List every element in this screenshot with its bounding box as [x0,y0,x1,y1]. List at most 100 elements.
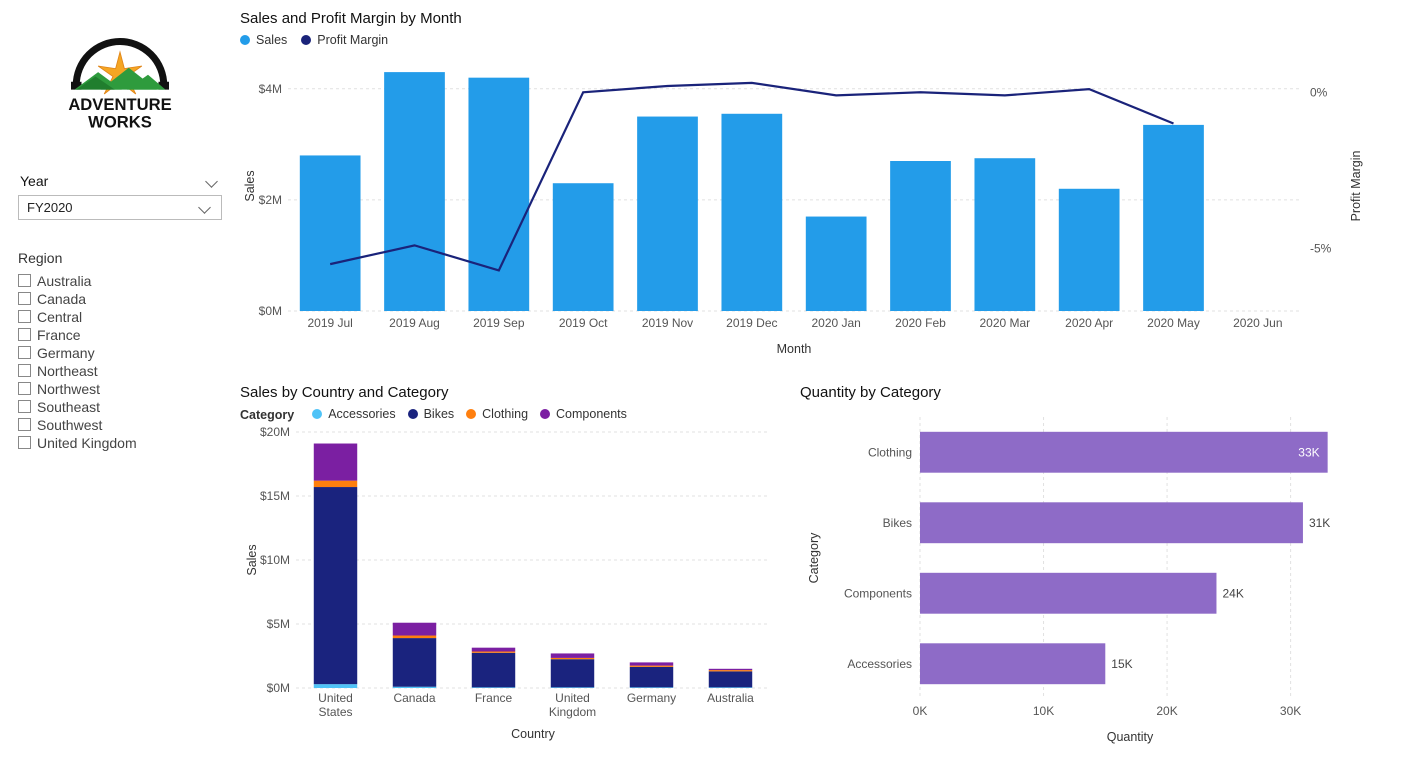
checkbox-icon [18,436,31,449]
svg-text:0%: 0% [1310,85,1328,99]
bar-segment[interactable] [709,670,752,671]
bar[interactable] [974,158,1035,311]
bar-segment[interactable] [393,638,436,687]
svg-text:$0M: $0M [267,681,290,695]
region-option[interactable]: Australia [18,272,222,290]
svg-text:Country: Country [511,727,556,741]
bar[interactable] [920,502,1303,543]
year-select[interactable]: FY2020 [18,195,222,220]
brand-line2: WORKS [88,112,152,131]
region-option-label: Southwest [37,417,102,433]
bar[interactable] [300,155,361,311]
svg-text:33K: 33K [1298,445,1319,459]
legend-profit-margin[interactable]: Profit Margin [317,33,388,47]
bar-segment[interactable] [551,659,594,687]
bar[interactable] [553,183,614,311]
chart-svg: $0M$5M$10M$15M$20MUnitedStatesCanadaFran… [240,426,780,746]
bar-segment[interactable] [393,636,436,639]
svg-text:States: States [318,705,352,719]
bar[interactable] [1143,125,1204,311]
bar-segment[interactable] [314,444,357,481]
bar[interactable] [637,117,698,311]
brand-line1: ADVENTURE [68,95,171,114]
bar[interactable] [920,643,1105,684]
bar-segment[interactable] [709,669,752,670]
bar[interactable] [806,217,867,311]
region-option[interactable]: United Kingdom [18,434,222,452]
svg-text:Clothing: Clothing [868,445,912,459]
legend-item[interactable]: Components [556,407,627,421]
svg-text:2020 May: 2020 May [1147,316,1200,330]
bar-segment[interactable] [472,687,515,688]
bar-segment[interactable] [314,487,357,684]
region-option[interactable]: Central [18,308,222,326]
region-option[interactable]: Southeast [18,398,222,416]
checkbox-icon [18,400,31,413]
svg-text:Accessories: Accessories [847,657,912,671]
svg-text:2020 Apr: 2020 Apr [1065,316,1113,330]
region-option[interactable]: Northwest [18,380,222,398]
chart-title: Sales by Country and Category [240,384,780,401]
bar-segment[interactable] [551,653,594,657]
bar-segment[interactable] [472,653,515,688]
bar-segment[interactable] [551,687,594,688]
svg-text:$20M: $20M [260,426,290,439]
chart-title: Sales and Profit Margin by Month [240,10,1384,27]
region-option[interactable]: Southwest [18,416,222,434]
region-option[interactable]: France [18,326,222,344]
bar[interactable] [384,72,445,311]
bar-segment[interactable] [314,684,357,688]
chart-sales-country-category: Sales by Country and Category Category A… [240,384,780,752]
bar-segment[interactable] [314,481,357,487]
svg-text:24K: 24K [1222,586,1243,600]
bar-segment[interactable] [393,687,436,688]
legend-sales[interactable]: Sales [256,33,287,47]
region-option[interactable]: Northeast [18,362,222,380]
bar-segment[interactable] [630,666,673,667]
bar-segment[interactable] [630,667,673,687]
bar-segment[interactable] [630,662,673,665]
bar[interactable] [1059,189,1120,311]
legend-item[interactable]: Bikes [424,407,455,421]
svg-text:Australia: Australia [707,691,754,705]
bar-segment[interactable] [630,687,673,688]
chart-sales-profit: Sales and Profit Margin by Month Sales P… [240,10,1384,366]
checkbox-icon [18,346,31,359]
region-option-label: Southeast [37,399,100,415]
svg-text:Sales: Sales [243,170,257,201]
legend-item[interactable]: Accessories [328,407,395,421]
year-filter-header[interactable]: Year [18,167,222,195]
svg-text:Profit Margin: Profit Margin [1349,151,1363,222]
svg-text:Quantity: Quantity [1107,730,1154,744]
chevron-down-icon [207,173,220,189]
bar[interactable] [721,114,782,311]
svg-text:2020 Feb: 2020 Feb [895,316,946,330]
region-option[interactable]: Canada [18,290,222,308]
bar[interactable] [468,78,529,311]
bar-segment[interactable] [472,648,515,652]
bar[interactable] [920,573,1216,614]
bar[interactable] [920,432,1328,473]
svg-text:Kingdom: Kingdom [549,705,596,719]
region-list: AustraliaCanadaCentralFranceGermanyNorth… [18,272,222,452]
svg-text:2019 Aug: 2019 Aug [389,316,440,330]
svg-text:Germany: Germany [627,691,676,705]
bar-segment[interactable] [393,623,436,636]
svg-text:Bikes: Bikes [883,516,912,530]
bar-segment[interactable] [709,671,752,687]
region-option-label: France [37,327,81,343]
svg-text:$5M: $5M [267,617,290,631]
svg-text:30K: 30K [1280,704,1301,718]
chart-quantity-category: Quantity by Category 0K10K20K30KClothing… [800,384,1384,752]
bar[interactable] [890,161,951,311]
legend-item[interactable]: Clothing [482,407,528,421]
region-option-label: Canada [37,291,86,307]
svg-text:2019 Nov: 2019 Nov [642,316,693,330]
bar-segment[interactable] [709,687,752,688]
region-option[interactable]: Germany [18,344,222,362]
svg-text:Canada: Canada [393,691,435,705]
bar-segment[interactable] [551,658,594,659]
checkbox-icon [18,292,31,305]
bar-segment[interactable] [472,652,515,653]
region-option-label: Australia [37,273,91,289]
